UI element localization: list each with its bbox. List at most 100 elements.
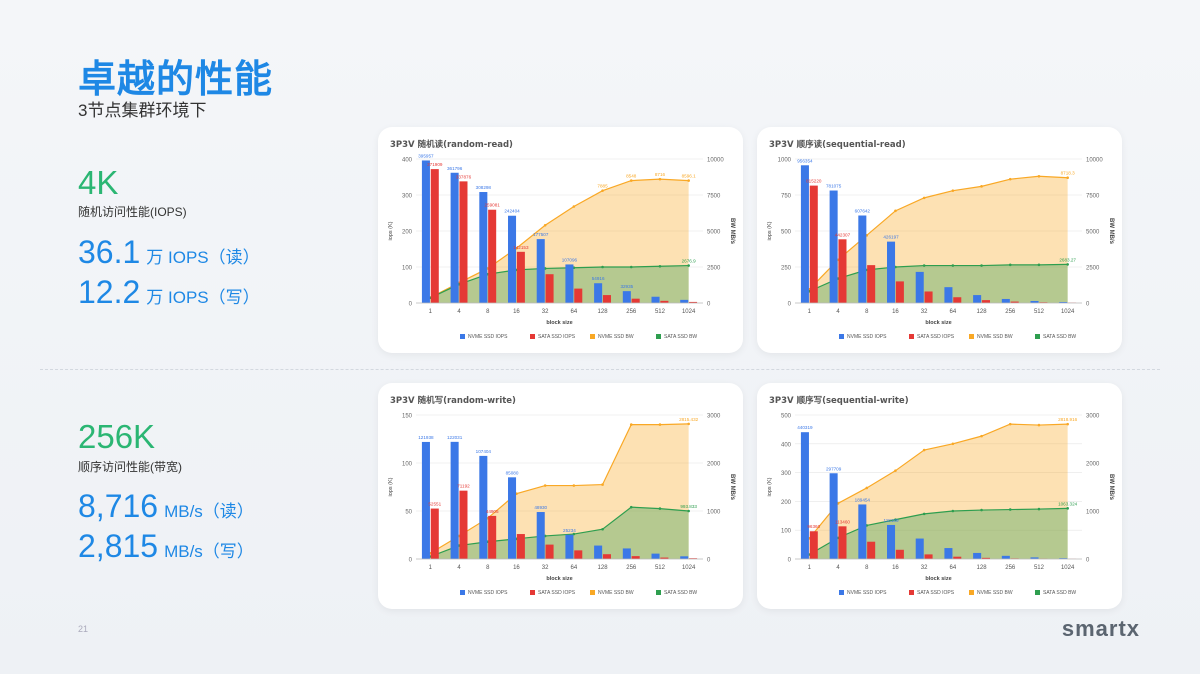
data-label: 371909 (427, 162, 443, 167)
bar-nvme-ssd-iops (1001, 555, 1010, 559)
x-tick-label: 4 (836, 309, 840, 315)
data-label: 177507 (533, 232, 549, 237)
page-subtitle: 3节点集群环境下 (78, 101, 207, 120)
point-sata-ssd-bw (629, 265, 633, 269)
stat-write-bw-unit: MB/s（写） (164, 542, 254, 561)
chart-title: 3P3V 随机读(random-read) (390, 139, 513, 150)
x-tick-label: 512 (655, 565, 666, 571)
x-tick-label: 128 (977, 309, 988, 315)
x-axis-label: block size (546, 576, 572, 582)
data-label: 395957 (418, 153, 434, 158)
data-label: 426197 (883, 235, 899, 240)
legend-entry: NVME SSD BW (598, 590, 634, 596)
bar-nvme-ssd-iops (450, 441, 459, 559)
bar-nvme-ssd-iops (944, 287, 953, 303)
point-sata-ssd-bw (922, 512, 926, 516)
legend-swatch (590, 334, 595, 339)
x-tick-label: 32 (921, 309, 928, 315)
y-tick-label: 500 (781, 414, 792, 420)
y2-tick-label: 0 (1086, 302, 1090, 308)
line-nvme-ssd-bw (430, 423, 689, 554)
line-nvme-ssd-bw (808, 175, 1068, 290)
legend-entry: NVME SSD IOPS (847, 334, 887, 340)
y-tick-label: 0 (409, 558, 413, 564)
bar-sata-ssd-iops (867, 265, 876, 303)
data-label: 32935 (620, 284, 633, 289)
bar-sata-ssd-iops (1039, 302, 1048, 303)
data-label: 8716 (655, 172, 666, 177)
y2-tick-label: 0 (1086, 558, 1090, 564)
data-label: 48930 (534, 505, 547, 510)
bar-nvme-ssd-iops (594, 545, 603, 559)
chart-card-random-read: 3P3V 随机读(random-read) 0 100 200 300 400 0 2500 5… (378, 127, 743, 353)
data-label: 308298 (476, 185, 492, 190)
chart-title: 3P3V 顺序写(sequential-write) (769, 395, 909, 406)
data-label: 52551 (428, 502, 441, 507)
brand-logo: smartx (1061, 616, 1140, 641)
bar-sata-ssd-iops (574, 550, 583, 559)
y-axis-label: iops (K) (767, 477, 773, 496)
x-tick-label: 256 (626, 565, 637, 571)
legend-entry: SATA SSD IOPS (538, 334, 576, 340)
legend-entry: SATA SSD IOPS (917, 334, 955, 340)
bar-sata-ssd-iops (895, 281, 904, 303)
y2-tick-label: 5000 (707, 230, 721, 236)
bar-nvme-ssd-iops (536, 512, 545, 559)
x-tick-label: 1024 (1061, 565, 1075, 571)
bar-sata-ssd-iops (459, 181, 468, 303)
headline-4k: 4K (78, 164, 119, 201)
bar-sata-ssd-iops (430, 508, 439, 559)
point-nvme-ssd-bw (543, 223, 547, 227)
chart-svg: 3P3V 随机读(random-read) 0 100 200 300 400 0 2500 5… (388, 139, 735, 340)
legend-entry: SATA SSD IOPS (538, 590, 576, 596)
y2-tick-label: 2500 (707, 266, 721, 272)
point-sata-ssd-bw (1066, 507, 1069, 510)
x-tick-label: 4 (457, 309, 461, 315)
y2-axis-label: BW MB/s (1108, 218, 1114, 245)
point-sata-ssd-bw (951, 264, 955, 267)
data-label: 440319 (797, 425, 813, 430)
point-sata-ssd-bw (658, 264, 662, 268)
point-nvme-ssd-bw (1008, 422, 1012, 426)
data-label: 118189 (884, 518, 899, 523)
area-sata-ssd-bw (430, 265, 689, 303)
legend-entry: SATA SSD BW (1043, 334, 1076, 340)
stat-write-iops: 12.2 万 IOPS（写） (78, 274, 260, 311)
x-tick-label: 1 (429, 309, 433, 315)
point-nvme-ssd-bw (951, 189, 955, 192)
bar-nvme-ssd-iops (973, 295, 982, 303)
bar-sata-ssd-iops (981, 557, 990, 559)
bar-nvme-ssd-iops (800, 432, 809, 559)
point-sata-ssd-bw (1037, 263, 1041, 267)
bar-sata-ssd-iops (459, 490, 468, 559)
x-tick-label: 4 (836, 565, 840, 571)
bar-nvme-ssd-iops (915, 538, 924, 559)
legend-entry: NVME SSD BW (598, 334, 634, 340)
label-seq-bw: 顺序访问性能(带宽) (78, 460, 182, 474)
y2-tick-label: 10000 (707, 158, 724, 164)
stat-read-iops: 36.1 万 IOPS（读） (78, 234, 260, 271)
x-tick-label: 128 (977, 565, 988, 571)
y-tick-label: 400 (402, 158, 413, 164)
data-label: 122031 (447, 435, 463, 440)
bar-nvme-ssd-iops (829, 473, 838, 559)
legend-entry: SATA SSD BW (664, 590, 697, 596)
legend-swatch (460, 334, 465, 339)
point-nvme-ssd-bw (658, 177, 662, 181)
x-tick-label: 1 (808, 309, 812, 315)
bar-sata-ssd-iops (545, 544, 554, 559)
bar-nvme-ssd-iops (944, 548, 953, 559)
bar-sata-ssd-iops (895, 549, 904, 559)
y2-tick-label: 5000 (1086, 230, 1100, 236)
chart-title: 3P3V 顺序读(sequential-read) (769, 139, 906, 150)
bar-sata-ssd-iops (981, 300, 990, 303)
data-label: 121938 (418, 435, 434, 440)
data-label: 2815.432 (679, 417, 699, 422)
y-tick-label: 150 (402, 414, 413, 420)
data-label: 85080 (506, 470, 519, 475)
legend-entry: NVME SSD IOPS (468, 590, 508, 596)
point-sata-ssd-bw (572, 532, 576, 536)
y2-tick-label: 2000 (1086, 462, 1100, 468)
stat-read-bw-value: 8,716 (78, 488, 159, 524)
y-tick-label: 50 (405, 510, 412, 516)
